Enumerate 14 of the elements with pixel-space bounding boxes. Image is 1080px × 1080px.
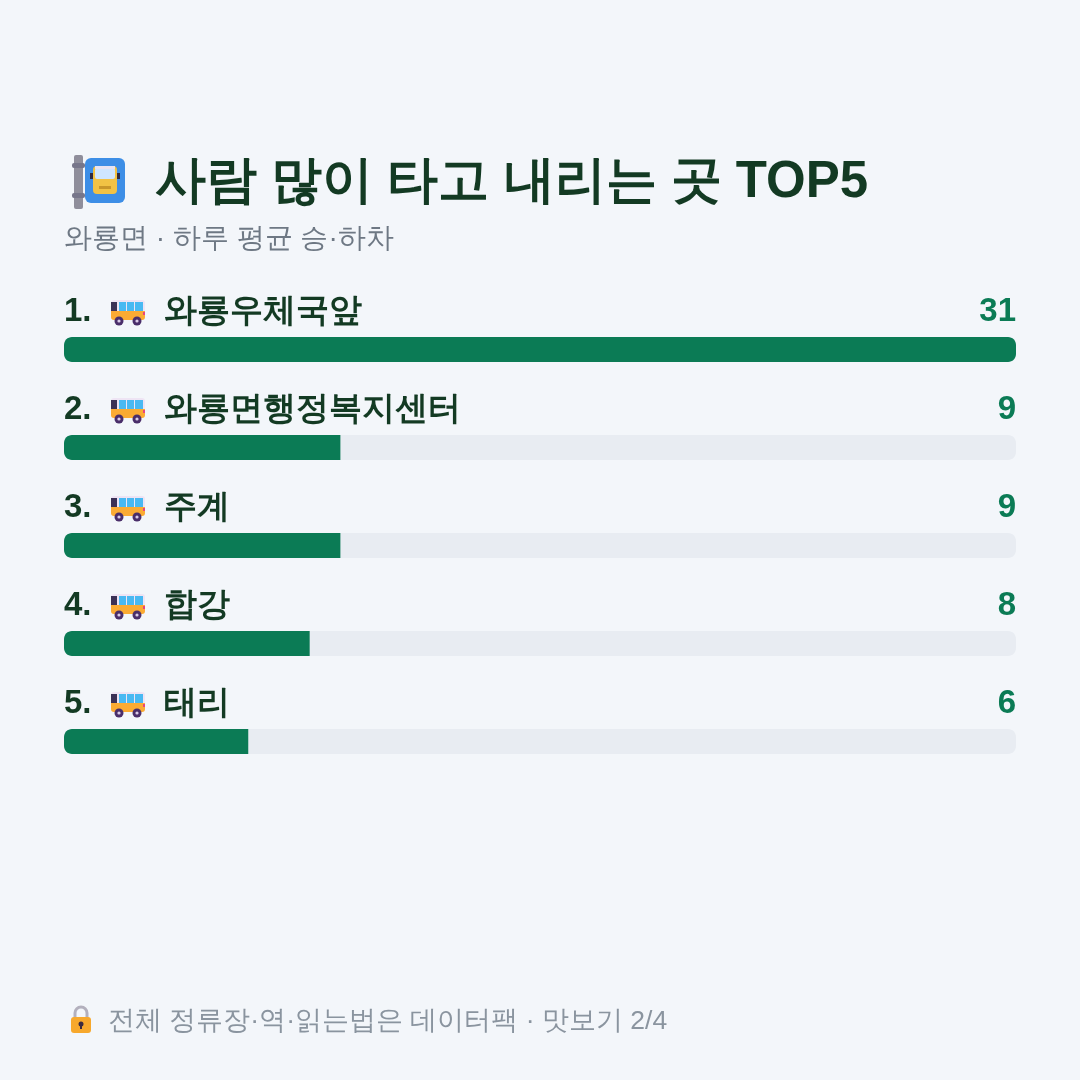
data-label: 8 xyxy=(997,585,1016,622)
category-label: 3. 주계 xyxy=(64,487,230,524)
chart-title: 사람 많이 타고 내리는 곳 TOP5 xyxy=(155,150,869,210)
category-label: 4. 합강 xyxy=(64,585,230,622)
chart-subtitle: 와룡면 · 하루 평균 승·하차 xyxy=(64,221,394,255)
data-label: 6 xyxy=(997,683,1016,720)
text: 전체 정류장·역·읽는법은 데이터팩 · 맛보기 2/4 xyxy=(108,1004,668,1037)
data-label: 9 xyxy=(997,389,1016,426)
category-label: 2. 와룡면행정복지센터 xyxy=(64,389,461,426)
data-label: 9 xyxy=(997,487,1016,524)
bar xyxy=(64,729,249,754)
category-label: 1. 와룡우체국앞 xyxy=(64,291,362,328)
data-label: 31 xyxy=(979,291,1016,328)
category-label: 5. 태리 xyxy=(64,683,230,720)
